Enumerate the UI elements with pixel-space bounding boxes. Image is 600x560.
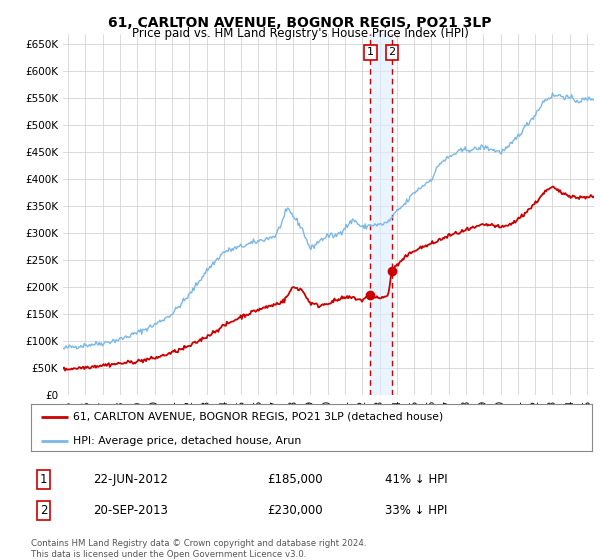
- Text: 41% ↓ HPI: 41% ↓ HPI: [385, 473, 447, 486]
- Text: 61, CARLTON AVENUE, BOGNOR REGIS, PO21 3LP (detached house): 61, CARLTON AVENUE, BOGNOR REGIS, PO21 3…: [73, 412, 443, 422]
- Text: £185,000: £185,000: [267, 473, 322, 486]
- Text: 2: 2: [388, 48, 395, 58]
- Text: £230,000: £230,000: [267, 504, 322, 517]
- Text: 1: 1: [40, 473, 47, 486]
- Text: 20-SEP-2013: 20-SEP-2013: [93, 504, 168, 517]
- Text: Price paid vs. HM Land Registry's House Price Index (HPI): Price paid vs. HM Land Registry's House …: [131, 27, 469, 40]
- Text: 61, CARLTON AVENUE, BOGNOR REGIS, PO21 3LP: 61, CARLTON AVENUE, BOGNOR REGIS, PO21 3…: [108, 16, 492, 30]
- Text: 22-JUN-2012: 22-JUN-2012: [93, 473, 168, 486]
- Text: HPI: Average price, detached house, Arun: HPI: Average price, detached house, Arun: [73, 436, 302, 446]
- Text: 2: 2: [40, 504, 47, 517]
- Bar: [370, 34, 392, 395]
- Text: 1: 1: [367, 48, 374, 58]
- Text: 33% ↓ HPI: 33% ↓ HPI: [385, 504, 447, 517]
- Text: Contains HM Land Registry data © Crown copyright and database right 2024.
This d: Contains HM Land Registry data © Crown c…: [31, 539, 367, 559]
